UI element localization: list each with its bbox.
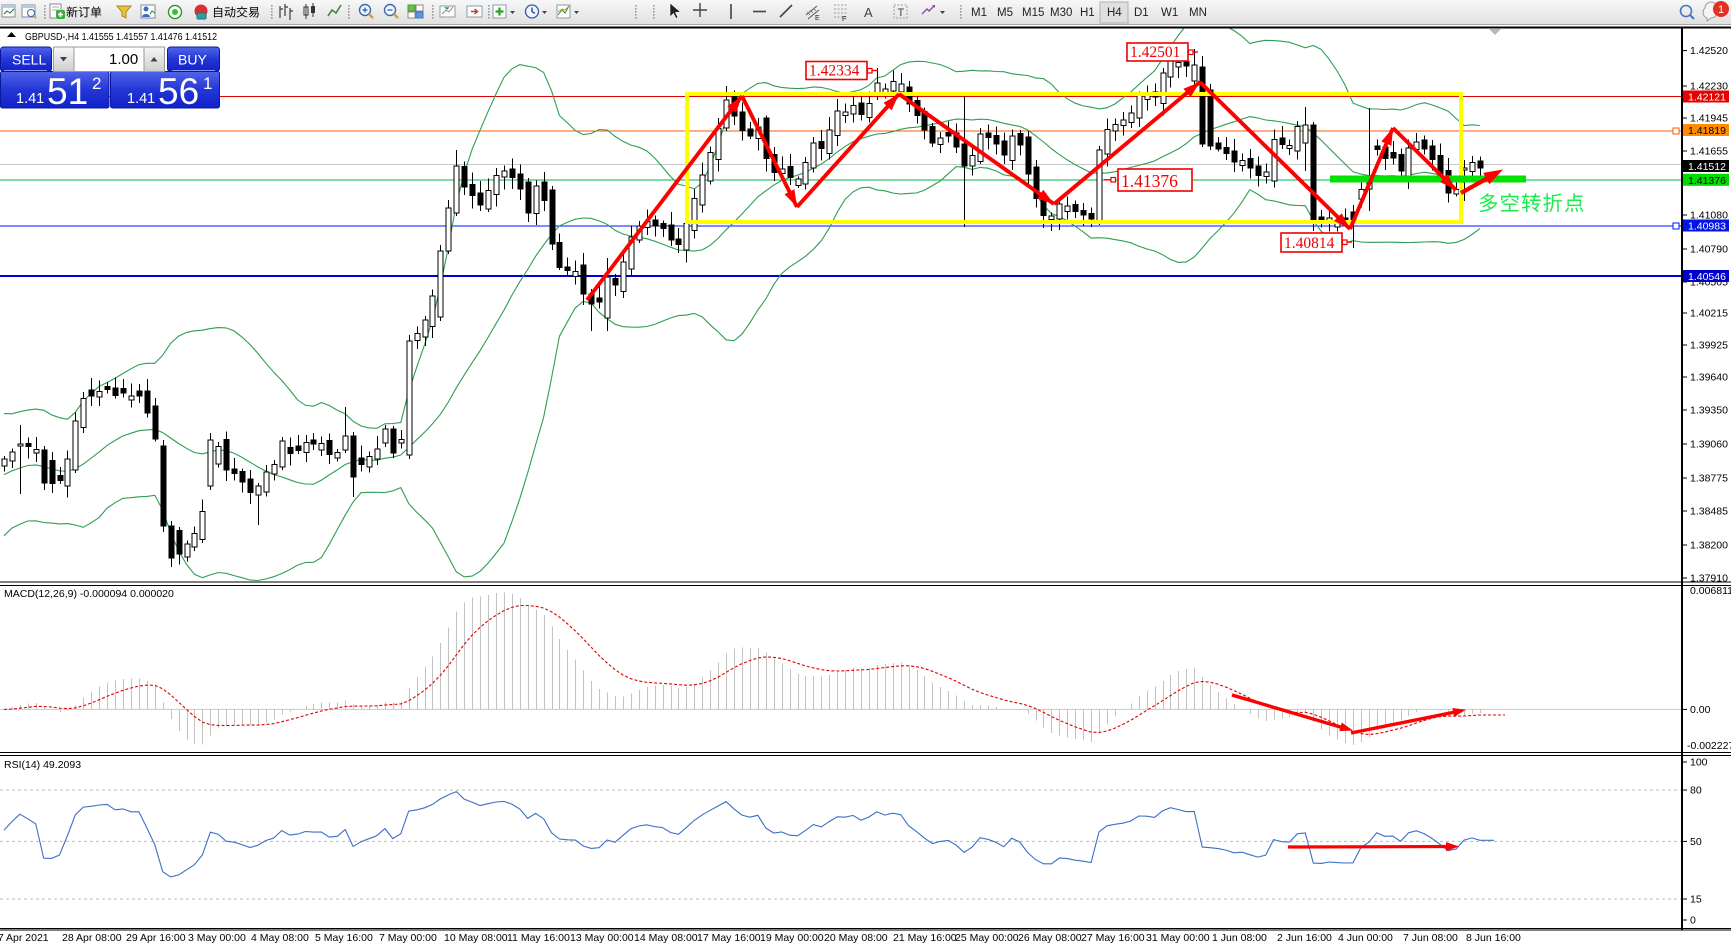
svg-text:1.39640: 1.39640 [1690, 372, 1728, 384]
svg-text:A: A [864, 5, 873, 20]
svg-text:7 May 00:00: 7 May 00:00 [379, 932, 437, 944]
svg-text:28 Apr 08:00: 28 Apr 08:00 [62, 932, 122, 944]
svg-text:1.41819: 1.41819 [1688, 125, 1726, 137]
svg-text:13 May 00:00: 13 May 00:00 [570, 932, 634, 944]
svg-text:20 May 08:00: 20 May 08:00 [824, 932, 888, 944]
svg-text:8 Jun 16:00: 8 Jun 16:00 [1466, 932, 1521, 944]
svg-text:1.38485: 1.38485 [1690, 506, 1728, 518]
svg-text:1.00: 1.00 [109, 51, 138, 68]
svg-text:1.41376: 1.41376 [1688, 175, 1726, 187]
svg-text:2 Jun 16:00: 2 Jun 16:00 [1277, 932, 1332, 944]
svg-text:15: 15 [1690, 894, 1702, 906]
svg-text:27 May 16:00: 27 May 16:00 [1081, 932, 1145, 944]
svg-text:1.41376: 1.41376 [1121, 171, 1178, 191]
svg-text:1.41080: 1.41080 [1690, 210, 1728, 222]
svg-text:56: 56 [158, 71, 199, 112]
svg-text:1: 1 [203, 74, 212, 93]
svg-text:SELL: SELL [12, 52, 46, 68]
svg-text:50: 50 [1690, 836, 1702, 848]
svg-text:1.42121: 1.42121 [1688, 92, 1726, 104]
svg-text:1.39925: 1.39925 [1690, 340, 1728, 352]
svg-text:1.41945: 1.41945 [1690, 113, 1728, 125]
svg-text:1.40790: 1.40790 [1690, 244, 1728, 256]
svg-text:1.37910: 1.37910 [1690, 573, 1728, 585]
svg-text:M30: M30 [1050, 7, 1072, 19]
svg-text:100: 100 [1690, 757, 1708, 769]
svg-text:25 May 00:00: 25 May 00:00 [955, 932, 1019, 944]
svg-text:1.42501: 1.42501 [1130, 44, 1180, 61]
svg-text:H1: H1 [1080, 7, 1095, 19]
svg-text:1.41: 1.41 [127, 91, 155, 107]
svg-text:0.006811: 0.006811 [1690, 585, 1731, 597]
svg-text:1.42334: 1.42334 [809, 63, 860, 80]
svg-text:0.00: 0.00 [1690, 704, 1711, 716]
svg-text:29 Apr 16:00: 29 Apr 16:00 [126, 932, 186, 944]
svg-text:1.40546: 1.40546 [1688, 271, 1726, 283]
svg-text:1.42230: 1.42230 [1690, 81, 1728, 93]
svg-text:MN: MN [1189, 7, 1207, 19]
svg-text:1.41: 1.41 [16, 91, 44, 107]
svg-text:1: 1 [1718, 4, 1724, 16]
svg-text:11 May 16:00: 11 May 16:00 [507, 932, 570, 944]
svg-text:1.38775: 1.38775 [1690, 473, 1728, 485]
svg-text:0: 0 [1690, 915, 1696, 927]
svg-text:1 Jun 08:00: 1 Jun 08:00 [1212, 932, 1267, 944]
svg-text:14 May 08:00: 14 May 08:00 [634, 932, 698, 944]
svg-text:1.38200: 1.38200 [1690, 540, 1728, 552]
svg-text:1.40215: 1.40215 [1690, 308, 1728, 320]
svg-text:26 May 08:00: 26 May 08:00 [1018, 932, 1082, 944]
svg-text:M15: M15 [1022, 7, 1044, 19]
svg-text:4 Jun 00:00: 4 Jun 00:00 [1338, 932, 1393, 944]
svg-text:1.40983: 1.40983 [1688, 221, 1726, 233]
svg-text:5 May 16:00: 5 May 16:00 [315, 932, 373, 944]
svg-text:H4: H4 [1107, 7, 1122, 19]
svg-text:1.39060: 1.39060 [1690, 439, 1728, 451]
svg-text:M1: M1 [971, 7, 987, 19]
svg-text:T: T [898, 7, 905, 19]
svg-text:E: E [815, 15, 820, 22]
svg-text:17 May 16:00: 17 May 16:00 [697, 932, 761, 944]
svg-text:1.41655: 1.41655 [1690, 146, 1728, 158]
svg-text:F: F [842, 16, 846, 23]
svg-text:D1: D1 [1134, 7, 1149, 19]
svg-text:1.42520: 1.42520 [1690, 45, 1728, 57]
svg-text:M5: M5 [997, 7, 1013, 19]
svg-text:W1: W1 [1161, 7, 1178, 19]
svg-text:RSI(14) 49.2093: RSI(14) 49.2093 [4, 759, 81, 771]
svg-text:GBPUSD-,H4 1.41555 1.41557 1.: GBPUSD-,H4 1.41555 1.41557 1.41476 1.415… [25, 32, 217, 43]
svg-text:31 May 00:00: 31 May 00:00 [1146, 932, 1210, 944]
svg-text:1.41512: 1.41512 [1688, 161, 1726, 173]
svg-text:21 May 16:00: 21 May 16:00 [893, 932, 957, 944]
svg-text:1.39350: 1.39350 [1690, 405, 1728, 417]
svg-text:19 May 00:00: 19 May 00:00 [760, 932, 824, 944]
svg-text:7 Jun 08:00: 7 Jun 08:00 [1403, 932, 1458, 944]
svg-text:3 May 00:00: 3 May 00:00 [188, 932, 246, 944]
svg-text:27 Apr 2021: 27 Apr 2021 [0, 932, 49, 944]
svg-text:BUY: BUY [178, 52, 207, 68]
svg-text:51: 51 [47, 71, 88, 112]
svg-text:-0.002227: -0.002227 [1687, 740, 1731, 752]
svg-text:MACD(12,26,9) -0.000094 0.0000: MACD(12,26,9) -0.000094 0.000020 [4, 588, 174, 600]
svg-text:2: 2 [92, 74, 101, 93]
svg-text:1.40814: 1.40814 [1284, 235, 1335, 252]
svg-text:80: 80 [1690, 785, 1702, 797]
svg-text:4 May 08:00: 4 May 08:00 [251, 932, 309, 944]
svg-text:10 May 08:00: 10 May 08:00 [444, 932, 508, 944]
